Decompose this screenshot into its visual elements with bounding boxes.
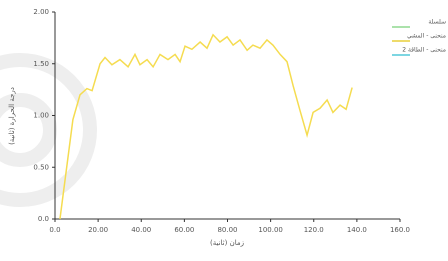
- x-tick-label: 120.0: [304, 226, 324, 234]
- y-tick-label: 0.0: [38, 215, 49, 223]
- x-tick-label: 0.0: [49, 226, 60, 234]
- x-tick-label: 160.0: [390, 226, 410, 234]
- y-tick-label: 0.50: [33, 163, 49, 171]
- x-tick-label: 140.0: [347, 226, 367, 234]
- x-tick-label: 100.00: [258, 226, 283, 234]
- legend-label: منحنى - الطاقة 2: [402, 47, 446, 54]
- y-tick-label: 1.00: [33, 112, 49, 120]
- legend-label: منحنى - المشي: [407, 33, 446, 40]
- y-tick-label: 1.50: [33, 60, 49, 68]
- x-tick-label: 80.00: [217, 226, 237, 234]
- x-tick-label: 60.00: [174, 226, 194, 234]
- x-tick-label: 20.00: [88, 226, 108, 234]
- legend-label: سلسلة: [428, 19, 446, 26]
- y-axis-label: درجة الحرارة (ثانية): [8, 87, 16, 145]
- data-line: [60, 35, 352, 219]
- x-tick-label: 40.00: [131, 226, 151, 234]
- y-tick-label: 2.00: [33, 8, 49, 16]
- chart: زمان (ثانية) درجة الحرارة (ثانية) 0.0 20.…: [0, 0, 448, 257]
- x-axis-label: زمان (ثانية): [210, 239, 244, 247]
